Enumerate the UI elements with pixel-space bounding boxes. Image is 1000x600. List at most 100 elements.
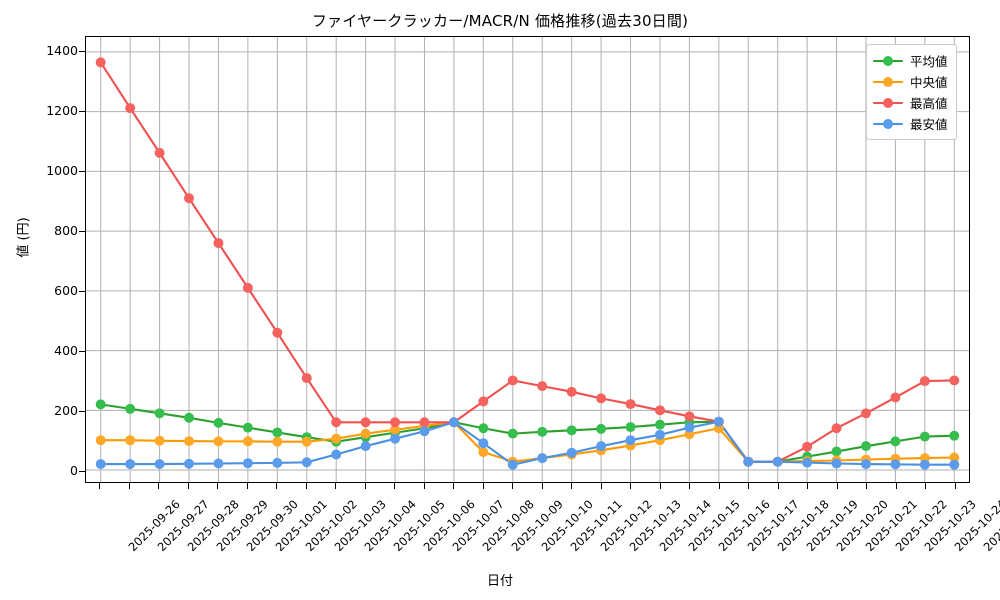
series-point	[331, 417, 342, 428]
plot-area	[85, 36, 970, 483]
legend-swatch-icon	[873, 54, 903, 68]
x-tick-mark	[453, 483, 455, 489]
series-point	[125, 459, 136, 470]
series-point	[419, 426, 430, 437]
x-tick-mark	[276, 483, 278, 489]
legend-item-1[interactable]: 中央値	[873, 71, 948, 92]
x-tick-mark	[99, 483, 101, 489]
series-point	[272, 436, 283, 447]
x-axis-label: 日付	[486, 574, 513, 589]
series-point	[625, 399, 636, 410]
series-point	[625, 422, 636, 433]
x-tick-mark	[423, 483, 425, 489]
series-point	[684, 411, 695, 422]
series-point	[654, 419, 665, 430]
series-point	[390, 424, 401, 435]
series-point	[331, 433, 342, 444]
series-point	[772, 456, 783, 467]
series-line-1	[99, 421, 956, 463]
y-axis-tick-labels: 0 200 400 600 800 1000 1200 1400	[8, 36, 78, 483]
series-point	[242, 436, 253, 447]
x-tick-mark	[600, 483, 602, 489]
legend-item-3[interactable]: 最安値	[873, 113, 948, 134]
y-tick-label: 1000	[46, 163, 78, 178]
series-point	[184, 412, 195, 423]
x-tick-mark	[954, 483, 956, 489]
series-line-2	[99, 61, 956, 463]
legend-swatch-icon	[873, 75, 903, 89]
x-tick-mark	[128, 483, 130, 489]
y-tick-label: 1400	[46, 43, 78, 58]
x-tick-mark	[836, 483, 838, 489]
series-point	[184, 193, 195, 204]
series-point	[390, 433, 401, 444]
legend-item-0[interactable]: 平均値	[873, 50, 948, 71]
legend-label: 最安値	[910, 117, 948, 132]
series-point	[625, 435, 636, 446]
y-tick-mark	[79, 50, 85, 52]
series-point	[566, 386, 577, 397]
series-point	[596, 393, 607, 404]
y-tick-mark	[79, 230, 85, 232]
series-point	[213, 238, 224, 249]
series-point	[831, 446, 842, 457]
series-point	[860, 459, 871, 470]
legend-swatch-icon	[873, 117, 903, 131]
series-point	[360, 428, 371, 439]
x-tick-mark	[571, 483, 573, 489]
legend-label: 中央値	[910, 75, 948, 90]
series-point	[360, 441, 371, 452]
y-tick-label: 400	[54, 343, 78, 358]
series-point	[154, 408, 165, 419]
x-tick-mark	[512, 483, 514, 489]
series-point	[95, 57, 106, 68]
series-point	[537, 453, 548, 464]
x-tick-mark	[217, 483, 219, 489]
legend-item-2[interactable]: 最高値	[873, 92, 948, 113]
series-point	[802, 441, 813, 452]
series-point	[949, 430, 960, 441]
series-point	[860, 441, 871, 452]
series-point	[919, 459, 930, 470]
series-point	[213, 458, 224, 469]
y-tick-label: 800	[54, 223, 78, 238]
series-point	[478, 423, 489, 434]
y-tick-label: 600	[54, 283, 78, 298]
x-tick-mark	[335, 483, 337, 489]
series-point	[507, 428, 518, 439]
series-point	[213, 417, 224, 428]
series-point	[537, 381, 548, 392]
series-point	[949, 459, 960, 470]
series-point	[95, 435, 106, 446]
x-tick-mark	[866, 483, 868, 489]
series-point	[654, 405, 665, 416]
x-tick-mark	[394, 483, 396, 489]
series-point	[684, 422, 695, 433]
y-tick-mark	[79, 110, 85, 112]
y-tick-mark	[79, 410, 85, 412]
x-tick-mark	[158, 483, 160, 489]
data-series-layer	[95, 57, 960, 470]
series-point	[507, 375, 518, 386]
series-point	[831, 423, 842, 434]
y-tick-mark	[79, 290, 85, 292]
series-point	[390, 417, 401, 428]
series-point	[478, 447, 489, 458]
series-point	[566, 447, 577, 458]
series-point	[478, 396, 489, 407]
series-point	[184, 436, 195, 447]
y-tick-label: 200	[54, 403, 78, 418]
x-tick-mark	[187, 483, 189, 489]
series-point	[949, 375, 960, 386]
series-point	[301, 373, 312, 384]
series-point	[596, 441, 607, 452]
legend-label: 最高値	[910, 96, 948, 111]
series-point	[890, 459, 901, 470]
series-point	[272, 327, 283, 338]
x-tick-mark	[659, 483, 661, 489]
x-tick-mark	[807, 483, 809, 489]
x-tick-mark	[541, 483, 543, 489]
series-point	[272, 427, 283, 438]
series-point	[448, 417, 459, 428]
legend-swatch-icon	[873, 96, 903, 110]
